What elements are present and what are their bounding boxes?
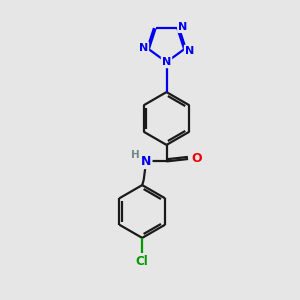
Text: N: N [141, 155, 151, 168]
Text: N: N [185, 46, 194, 56]
Text: N: N [178, 22, 188, 32]
Text: N: N [162, 57, 171, 67]
Text: H: H [131, 150, 140, 160]
Text: N: N [139, 43, 148, 53]
Text: Cl: Cl [135, 255, 148, 268]
Text: O: O [191, 152, 202, 165]
